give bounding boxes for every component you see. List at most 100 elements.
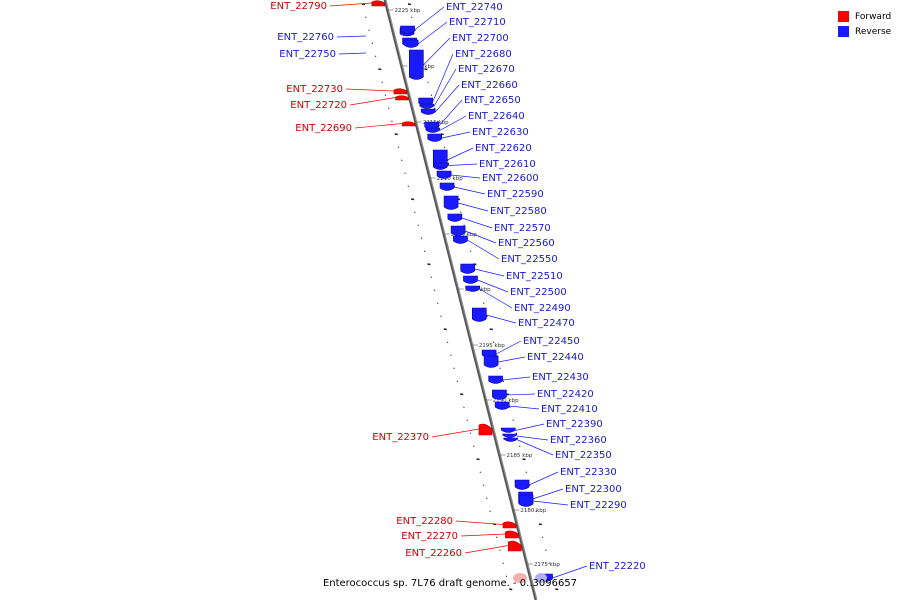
reverse-gene-label: ENT_22650 — [464, 95, 521, 106]
forward-track-tick — [387, 107, 390, 109]
reverse-gene-glyph — [400, 25, 415, 34]
reverse-gene-connector — [457, 202, 489, 212]
reverse-gene-label: ENT_22450 — [523, 336, 580, 347]
reverse-track-tick — [443, 146, 446, 148]
reverse-gene-label: ENT_22600 — [482, 173, 539, 184]
reverse-track-tick — [525, 471, 528, 473]
legend-forward: Forward — [838, 9, 891, 24]
forward-gene-glyph — [395, 95, 409, 101]
reverse-gene-label: ENT_22300 — [565, 484, 622, 495]
reverse-gene-label: ENT_22550 — [501, 254, 558, 265]
reverse-gene-connector — [447, 147, 474, 161]
reverse-track-tick — [437, 120, 439, 122]
forward-track-tick — [440, 315, 442, 317]
reverse-gene-label: ENT_22470 — [518, 318, 575, 329]
reverse-gene-connector — [474, 268, 505, 277]
forward-track-tick — [397, 146, 400, 148]
forward-gene-glyph — [371, 0, 386, 7]
reverse-track-tick — [427, 81, 429, 83]
forward-gene-connector — [431, 428, 480, 438]
scale-label: 2180 kbp — [520, 508, 546, 514]
reverse-gene-glyph — [443, 195, 459, 210]
scale-label: 2225 kbp — [395, 8, 421, 14]
reverse-track-tick — [555, 588, 559, 591]
reverse-gene-glyph — [420, 108, 436, 115]
reverse-track-tick — [460, 211, 462, 213]
reverse-gene-connector — [552, 565, 588, 579]
forward-gene-connector — [329, 2, 372, 7]
reverse-track-tick — [489, 328, 493, 331]
reverse-gene-glyph — [403, 39, 419, 48]
forward-track-tick — [443, 328, 447, 331]
reverse-gene-connector — [479, 288, 513, 309]
reverse-gene-glyph — [503, 437, 519, 442]
reverse-gene-label: ENT_22590 — [487, 189, 544, 200]
forward-gene-label: ENT_22260 — [405, 548, 462, 559]
reverse-gene-glyph — [427, 133, 443, 142]
reverse-gene-connector — [502, 376, 531, 381]
scale-label: 2205 kbp — [451, 232, 477, 238]
legend-reverse-label: Reverse — [855, 26, 892, 37]
reverse-gene-connector — [528, 471, 559, 486]
reverse-swatch — [838, 26, 849, 37]
reverse-gene-label: ENT_22660 — [461, 80, 518, 91]
reverse-gene-label: ENT_22610 — [479, 159, 536, 170]
forward-track-tick — [391, 120, 393, 122]
reverse-track-tick — [538, 523, 542, 526]
reverse-gene-label: ENT_22640 — [468, 111, 525, 122]
scale-label: 2210 kbp — [437, 176, 463, 182]
reverse-track-tick — [407, 3, 412, 6]
forward-track-tick — [384, 94, 387, 96]
forward-track-tick — [505, 575, 508, 577]
forward-track-tick — [476, 458, 480, 461]
forward-track-tick — [453, 367, 455, 369]
forward-track-tick — [371, 42, 374, 44]
forward-gene-glyph — [502, 521, 517, 529]
reverse-gene-glyph — [483, 355, 499, 368]
reverse-gene-glyph — [465, 285, 481, 292]
forward-gene-glyph — [393, 88, 408, 95]
forward-track-tick — [414, 211, 416, 213]
forward-end-marker — [513, 573, 527, 583]
scale-label: 2195 kbp — [479, 343, 505, 349]
scale-label: 2190 kbp — [493, 398, 519, 404]
reverse-gene-connector — [453, 186, 486, 195]
forward-track-tick — [499, 549, 501, 551]
forward-track-tick — [378, 68, 382, 71]
reverse-track-tick — [463, 224, 465, 226]
forward-track-tick — [381, 81, 383, 83]
forward-track-tick — [423, 250, 426, 252]
scale-label: 2175 kbp — [534, 562, 560, 568]
forward-gene-glyph — [401, 121, 416, 127]
reverse-track-tick — [486, 315, 488, 317]
reverse-gene-label: ENT_22410 — [541, 404, 598, 415]
reverse-gene-connector — [461, 217, 493, 229]
reverse-gene-label: ENT_22290 — [570, 500, 627, 511]
reverse-gene-glyph — [453, 235, 468, 244]
forward-track-tick — [404, 172, 406, 174]
forward-gene-glyph — [478, 423, 493, 436]
reverse-gene-label: ENT_22390 — [546, 419, 603, 430]
reverse-gene-glyph — [439, 182, 455, 191]
legend: Forward Reverse — [838, 9, 891, 39]
reverse-gene-glyph — [488, 375, 503, 384]
reverse-gene-label: ENT_22760 — [277, 32, 334, 43]
reverse-gene-connector — [338, 52, 367, 55]
reverse-gene-glyph — [471, 307, 487, 322]
reverse-track-tick — [483, 302, 485, 304]
forward-track-tick — [365, 16, 367, 18]
reverse-gene-label: ENT_22570 — [494, 223, 551, 234]
forward-track-tick — [486, 497, 488, 499]
forward-gene-label: ENT_22730 — [286, 84, 343, 95]
reverse-gene-label: ENT_22580 — [490, 206, 547, 217]
reverse-gene-connector — [414, 6, 445, 31]
reverse-track-tick — [499, 367, 501, 369]
forward-gene-connector — [354, 123, 403, 129]
reverse-gene-glyph — [502, 433, 518, 438]
reverse-track-tick — [496, 354, 498, 356]
forward-track-tick — [502, 562, 504, 564]
reverse-gene-connector — [441, 131, 471, 139]
reverse-gene-glyph — [425, 127, 441, 133]
reverse-gene-label: ENT_22630 — [472, 127, 529, 138]
